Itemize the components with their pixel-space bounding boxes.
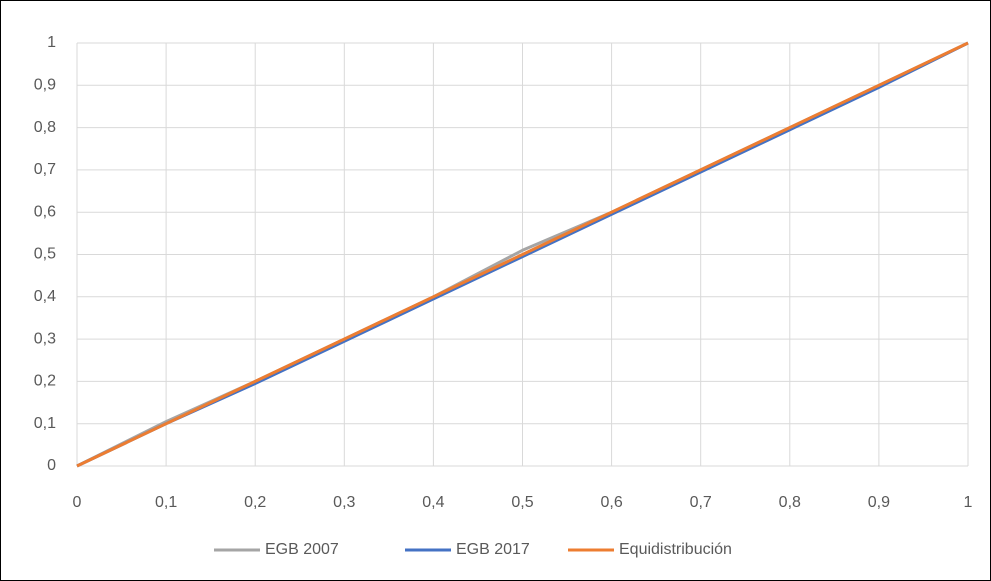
series-line <box>76 41 969 468</box>
y-tick-label: 0,3 <box>34 330 56 347</box>
x-tick-label: 0,3 <box>333 494 355 511</box>
x-tick-label: 0,6 <box>600 494 622 511</box>
x-tick-label: 0,2 <box>244 494 266 511</box>
y-tick-label: 0,7 <box>34 161 56 178</box>
legend-label: EGB 2007 <box>265 541 339 558</box>
x-tick-label: 0,4 <box>422 494 444 511</box>
y-tick-label: 0,9 <box>34 77 56 94</box>
y-tick-label: 1 <box>47 34 56 51</box>
y-tick-label: 0,8 <box>34 119 56 136</box>
x-tick-label: 1 <box>964 494 973 511</box>
y-tick-label: 0,1 <box>34 415 56 432</box>
y-tick-label: 0,2 <box>34 373 56 390</box>
y-tick-label: 0,6 <box>34 203 56 220</box>
y-tick-label: 0 <box>47 457 56 474</box>
legend-label: Equidistribución <box>619 541 732 558</box>
x-tick-label: 0,1 <box>155 494 177 511</box>
x-tick-label: 0,8 <box>779 494 801 511</box>
x-tick-label: 0,5 <box>511 494 533 511</box>
x-tick-label: 0,7 <box>690 494 712 511</box>
x-tick-label: 0 <box>73 494 82 511</box>
y-tick-label: 0,4 <box>34 288 56 305</box>
y-tick-label: 0,5 <box>34 246 56 263</box>
legend-label: EGB 2017 <box>456 541 530 558</box>
x-tick-label: 0,9 <box>868 494 890 511</box>
